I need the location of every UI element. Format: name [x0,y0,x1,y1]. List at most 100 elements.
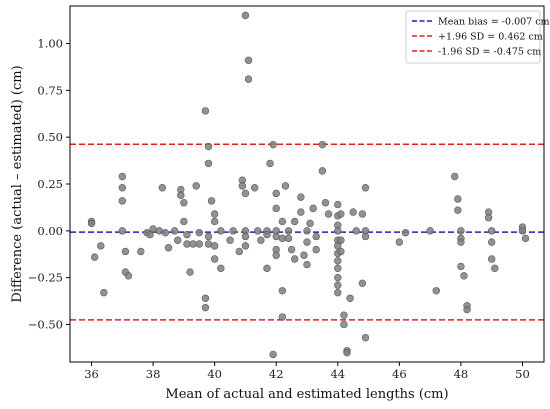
data-point [149,225,157,233]
data-point [454,206,462,214]
data-point [183,240,191,248]
x-tick-label: 50 [515,367,530,381]
x-tick-label: 40 [207,367,222,381]
data-point [180,217,188,226]
data-point [238,182,247,190]
data-point [303,238,311,246]
data-point [454,195,462,203]
data-point [121,247,130,256]
data-point [174,236,182,244]
data-point [334,257,342,265]
data-point [241,189,250,198]
data-point [210,217,219,226]
data-point [334,200,342,209]
data-point [487,238,496,246]
data-points [87,11,530,359]
data-point [210,210,219,218]
data-point [158,184,167,192]
data-point [118,197,127,205]
data-point [186,268,194,276]
data-point [349,208,357,216]
data-point [395,238,404,246]
data-point [266,159,274,168]
data-point [297,193,305,201]
data-point [318,140,327,149]
x-tick-label: 36 [84,367,99,381]
data-point [491,264,499,273]
data-point [100,288,108,297]
data-point [358,210,367,218]
data-point [146,230,154,239]
data-point [161,229,170,237]
data-point [460,272,468,280]
data-point [118,184,127,192]
x-axis-ticks: 36 38 40 42 44 46 48 50 [84,362,530,381]
y-tick-label: −0.25 [28,271,63,285]
data-point [180,199,188,207]
data-point [229,227,237,235]
data-point [170,227,179,235]
data-point [334,264,342,273]
legend: Mean bias = -0.007 cm +1.96 SD = 0.462 cm… [405,10,550,64]
data-point [457,238,465,246]
y-tick-label: 0.75 [37,83,63,97]
data-point [278,287,287,295]
legend-box [405,10,541,64]
data-point [401,229,410,237]
data-point [457,262,465,271]
data-point [334,227,342,235]
data-point [195,229,203,237]
data-point [284,227,293,235]
data-point [257,236,265,244]
data-point [201,107,210,115]
data-point [195,240,203,248]
data-point [300,251,308,259]
data-point [432,287,440,295]
data-point [284,234,293,243]
data-point [210,242,219,250]
data-point [204,232,213,241]
data-point [321,199,330,207]
data-point [346,294,354,302]
data-point [207,197,216,205]
data-point [337,210,345,218]
data-point [337,236,345,244]
x-axis-label: Mean of actual and estimated lengths (cm… [165,387,448,402]
data-point [263,264,271,273]
data-point [290,255,299,263]
data-point [235,247,243,256]
data-point [334,281,342,289]
data-point [518,227,527,235]
x-tick-label: 44 [330,367,345,381]
data-point [269,350,277,359]
data-point [297,208,305,216]
data-point [361,232,370,241]
data-point [269,140,277,149]
data-point [90,253,99,261]
data-point [201,294,210,302]
x-tick-label: 38 [146,367,161,381]
data-point [250,184,259,192]
data-point [287,245,296,254]
data-point [309,204,317,213]
x-tick-label: 46 [392,367,407,381]
data-point [244,75,253,83]
data-point [306,219,314,228]
data-point [340,311,348,319]
data-point [183,230,191,239]
data-point [361,333,370,342]
data-point [244,56,253,65]
data-point [312,245,320,254]
data-point [272,189,280,198]
data-point [189,240,197,248]
data-point [254,227,262,235]
data-point [204,159,213,168]
data-point [334,288,342,297]
data-point [272,251,280,259]
data-point [278,234,287,243]
data-point [303,227,311,235]
x-tick-label: 48 [454,367,469,381]
data-point [463,305,471,314]
